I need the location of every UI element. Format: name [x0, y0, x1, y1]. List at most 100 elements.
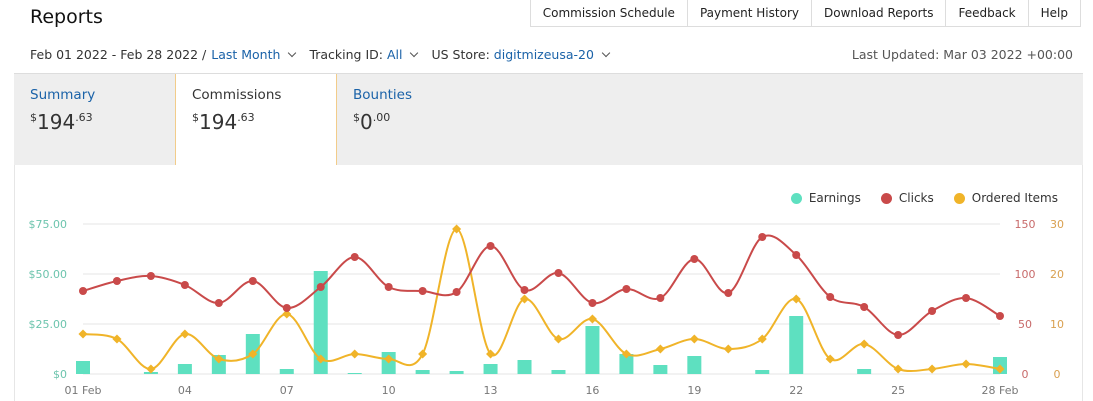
ordered-items-point	[350, 349, 360, 359]
tracking-id-label: Tracking ID:	[309, 47, 383, 62]
date-range-text: Feb 01 2022 - Feb 28 2022 /	[30, 47, 207, 62]
earnings-bar	[449, 371, 464, 374]
date-preset-dropdown[interactable]: Last Month	[211, 47, 281, 62]
clicks-point	[656, 294, 665, 302]
legend-label: Earnings	[808, 191, 861, 205]
tab-summary[interactable]: Summary $194.63	[14, 74, 174, 166]
x-tick-label: 13	[484, 384, 498, 397]
y-left-tick-label: $50.00	[29, 268, 68, 281]
tab-bounties[interactable]: Bounties $0.00	[337, 74, 497, 166]
ordered-items-point	[486, 349, 496, 359]
clicks-point	[554, 269, 563, 277]
earnings-dot-icon	[790, 192, 802, 204]
ordered-items-point	[587, 314, 597, 324]
ordered-items-point	[316, 354, 326, 364]
clicks-point	[180, 281, 189, 289]
chevron-down-icon[interactable]	[601, 48, 611, 58]
ordered-items-point	[519, 294, 530, 304]
clicks-point	[418, 287, 427, 295]
earnings-bar	[789, 316, 804, 374]
chevron-down-icon[interactable]	[288, 48, 297, 58]
earnings-bar	[76, 361, 90, 374]
earnings-bar	[755, 370, 770, 374]
ordered-items-point	[689, 334, 699, 344]
clicks-point	[690, 255, 699, 263]
tracking-id-dropdown[interactable]: All	[386, 47, 403, 62]
earnings-bar	[517, 360, 532, 374]
ordered-items-point	[384, 354, 394, 364]
clicks-point	[520, 286, 529, 294]
clicks-point	[214, 299, 223, 307]
clicks-point	[486, 242, 495, 250]
top-nav: Commission Schedule Payment History Down…	[529, 0, 1081, 27]
earnings-bar	[551, 370, 566, 374]
performance-chart: $0 $25.00 $50.00 $75.00 0 50 100 150 0 10 20 30 01 F…	[29, 218, 1065, 397]
ordered-items-point	[418, 349, 428, 359]
y-left-tick-label: $25.00	[29, 318, 68, 331]
legend-label: Clicks	[898, 191, 934, 205]
y-left-tick-label: $75.00	[29, 218, 68, 231]
earnings-bar	[483, 364, 498, 374]
clicks-point	[962, 294, 971, 302]
y-items-tick-label: 0	[1054, 368, 1061, 381]
clicks-point	[758, 233, 767, 241]
y-left-tick-label: $0	[53, 368, 67, 381]
earnings-bar	[585, 326, 600, 374]
legend-clicks[interactable]: Clicks	[880, 191, 934, 205]
ordered-items-point	[893, 364, 903, 374]
clicks-point	[282, 304, 291, 312]
summary-amount: $194.63	[30, 110, 93, 134]
chevron-down-icon[interactable]	[410, 48, 419, 58]
earnings-bar	[347, 373, 362, 374]
clicks-point	[248, 277, 257, 285]
earnings-bar	[415, 370, 430, 374]
clicks-point	[826, 293, 835, 301]
x-tick-label: 04	[178, 384, 192, 397]
clicks-point	[622, 285, 631, 293]
tab-commissions[interactable]: Commissions $194.63	[175, 74, 337, 182]
feedback-button[interactable]: Feedback	[946, 0, 1029, 27]
ordered-items-point	[961, 359, 971, 369]
y-items-tick-label: 30	[1050, 218, 1064, 231]
payment-history-button[interactable]: Payment History	[687, 0, 812, 27]
clicks-point	[894, 331, 903, 339]
ordered-items-point	[282, 309, 292, 319]
ordered-items-point	[723, 344, 733, 354]
ordered-items-point	[859, 339, 869, 349]
ordered-items-dot-icon	[953, 192, 965, 204]
us-store-label: US Store:	[431, 47, 490, 62]
legend-ordered-items[interactable]: Ordered Items	[953, 191, 1058, 205]
bounties-amount: $0.00	[353, 110, 391, 134]
earnings-bar	[619, 354, 634, 374]
y-clicks-tick-label: 0	[1022, 368, 1029, 381]
commission-schedule-button[interactable]: Commission Schedule	[529, 0, 688, 27]
clicks-point	[996, 312, 1004, 320]
legend-earnings[interactable]: Earnings	[790, 191, 861, 205]
tab-label: Commissions	[192, 87, 282, 103]
y-items-tick-label: 20	[1050, 268, 1064, 281]
x-tick-label: 07	[280, 384, 294, 397]
earnings-bar	[687, 356, 702, 374]
ordered-items-point	[452, 224, 462, 234]
download-reports-button[interactable]: Download Reports	[811, 0, 947, 27]
ordered-items-point	[927, 364, 937, 374]
clicks-point	[860, 303, 869, 311]
x-tick-label: 16	[585, 384, 599, 397]
x-tick-label: 01 Feb	[65, 384, 102, 397]
clicks-point	[79, 287, 87, 295]
report-header: Reports Commission Schedule Payment Hist…	[0, 0, 1093, 40]
y-clicks-tick-label: 150	[1015, 218, 1036, 231]
y-clicks-tick-label: 50	[1018, 318, 1032, 331]
clicks-point	[316, 283, 325, 291]
chart-legend: Earnings Clicks Ordered Items	[771, 191, 1058, 205]
store-dropdown[interactable]: digitmizeusa-20	[493, 47, 594, 62]
clicks-point	[146, 272, 155, 280]
commissions-amount: $194.63	[192, 110, 255, 134]
chart-panel: $0 $25.00 $50.00 $75.00 0 50 100 150 0 10 20 30 01 F…	[14, 165, 1083, 401]
help-button[interactable]: Help	[1028, 0, 1081, 27]
earnings-bar	[279, 369, 294, 374]
clicks-point	[588, 299, 597, 307]
y-clicks-tick-label: 100	[1015, 268, 1036, 281]
ordered-items-point	[655, 344, 665, 354]
legend-label: Ordered Items	[971, 191, 1058, 205]
